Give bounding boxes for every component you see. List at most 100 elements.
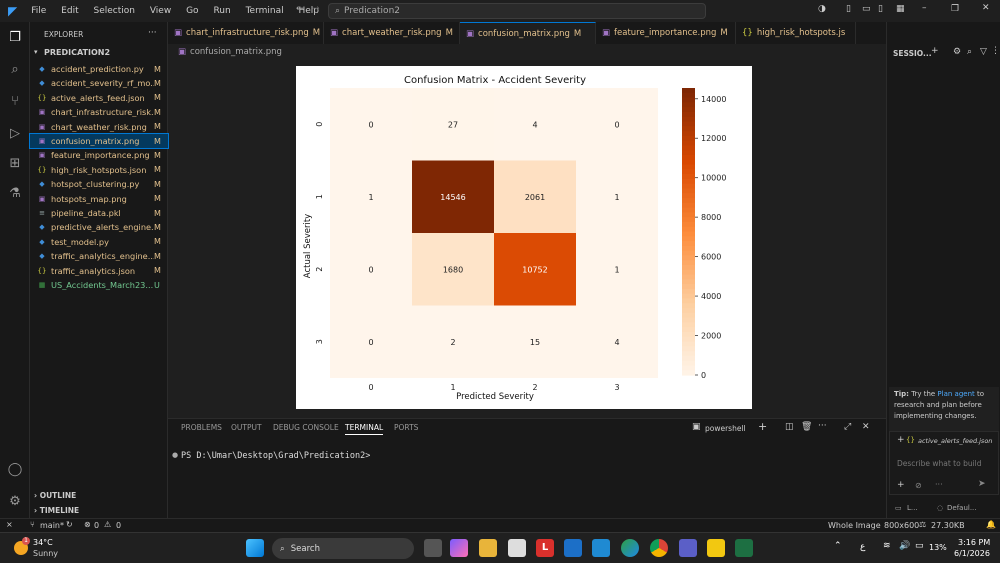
file-item[interactable]: {} traffic_analytics.json M (30, 264, 168, 278)
source-control-icon[interactable]: ⑂ (11, 94, 19, 109)
edge-icon[interactable] (621, 539, 639, 557)
error-count[interactable]: 0 (94, 521, 100, 530)
send-icon[interactable]: ➤ (978, 479, 986, 489)
customize-layout-icon[interactable]: ▦ (896, 4, 905, 14)
editor-tab[interactable]: {} high_risk_hotspots.js (736, 22, 856, 44)
run-debug-icon[interactable]: ▷ (10, 126, 20, 141)
tab-debug-console[interactable]: DEBUG CONSOLE (273, 423, 339, 432)
warning-count[interactable]: 0 (116, 521, 122, 530)
layout-secondary-icon[interactable]: ▯ (878, 4, 883, 14)
layout-panel-icon[interactable]: ▭ (862, 4, 871, 14)
tab-problems[interactable]: PROBLEMS (181, 423, 222, 432)
model-picker[interactable]: Defaul... (947, 504, 977, 512)
menu-help[interactable]: Help (298, 6, 320, 16)
file-item[interactable]: {} active_alerts_feed.json M (30, 91, 168, 105)
search-icon[interactable]: ⌕ (11, 62, 19, 77)
tab-terminal[interactable]: TERMINAL (345, 423, 384, 435)
vscode-taskbar-icon[interactable] (592, 539, 610, 557)
more-actions-icon[interactable]: ··· (148, 28, 157, 38)
layout-sidebar-icon[interactable]: ▯ (846, 4, 851, 14)
excel-icon[interactable] (735, 539, 753, 557)
editor-tab[interactable]: ▣ feature_importance.png M (596, 22, 736, 44)
more-actions-icon[interactable]: ⋮ (991, 46, 1000, 56)
timeline-section[interactable]: › TIMELINE (34, 506, 79, 515)
extensions-icon[interactable]: ⊞ (9, 156, 21, 171)
task-view-icon[interactable] (424, 539, 442, 557)
editor-tab[interactable]: ▣ chart_infrastructure_risk.png M (168, 22, 324, 44)
minimize-icon[interactable]: – (922, 3, 927, 13)
testing-icon[interactable]: ⚗ (9, 186, 21, 201)
menu-file[interactable]: File (31, 6, 47, 16)
new-chat-icon[interactable]: + (931, 46, 939, 56)
menu-edit[interactable]: Edit (61, 6, 79, 16)
filter-icon[interactable]: ▽ (980, 47, 987, 57)
add-icon[interactable]: + (897, 480, 905, 490)
search-icon[interactable]: ⌕ (967, 47, 973, 57)
tab-ports[interactable]: PORTS (394, 423, 419, 432)
file-item[interactable]: ▦ US_Accidents_March23.... U (30, 278, 168, 292)
taskbar-search[interactable]: ⌕ Search (272, 538, 414, 559)
back-arrow-icon[interactable]: ← (296, 4, 304, 14)
app-l-icon[interactable]: L (536, 539, 554, 557)
chrome-icon[interactable] (650, 539, 668, 557)
outline-section[interactable]: › OUTLINE (34, 491, 76, 500)
file-item[interactable]: ◆ accident_prediction.py M (30, 62, 168, 76)
chat-input-placeholder[interactable]: Describe what to build (897, 459, 982, 468)
close-icon[interactable]: ✕ (982, 3, 990, 13)
maximize-icon[interactable]: ❐ (951, 4, 960, 14)
file-item[interactable]: ▣ feature_importance.png M (30, 148, 168, 162)
volume-icon[interactable]: 🔊 (899, 541, 911, 551)
file-item[interactable]: ▣ hotspots_map.png M (30, 192, 168, 206)
settings-gear-icon[interactable]: ⚙ (9, 494, 21, 509)
power-bi-icon[interactable] (707, 539, 725, 557)
copilot-icon[interactable]: ◑ (818, 4, 826, 14)
chevron-down-icon[interactable]: ▾ (34, 48, 38, 56)
agent-mode[interactable]: L... (907, 504, 918, 512)
chat-input-box[interactable]: + {} active_alerts_feed.json Describe wh… (889, 431, 999, 495)
battery-icon[interactable]: ▭ (915, 541, 924, 551)
file-item[interactable]: ▣ confusion_matrix.png M (29, 133, 169, 149)
breadcrumb-file[interactable]: confusion_matrix.png (190, 47, 282, 57)
explorer-root-folder[interactable]: PREDICATION2 (44, 48, 111, 57)
chevron-up-icon[interactable]: ⌃ (834, 541, 842, 551)
tab-output[interactable]: OUTPUT (231, 423, 262, 432)
files-icon[interactable]: ❐ (9, 30, 21, 45)
copilot-app-icon[interactable] (450, 539, 468, 557)
add-context-icon[interactable]: + (897, 435, 905, 445)
remote-icon[interactable]: ⨯ (6, 520, 13, 529)
tools-icon[interactable]: ⊘ (915, 481, 922, 490)
outlook-icon[interactable] (564, 539, 582, 557)
split-terminal-icon[interactable]: ◫ (785, 422, 794, 432)
file-explorer-icon[interactable] (479, 539, 497, 557)
file-item[interactable]: ◆ predictive_alerts_engine... M (30, 220, 168, 234)
more-actions-icon[interactable]: ··· (818, 421, 827, 431)
language-indicator[interactable]: ع (860, 542, 866, 552)
editor-tab[interactable]: ▣ confusion_matrix.png M (460, 22, 596, 44)
menu-terminal[interactable]: Terminal (245, 6, 284, 16)
notifications-icon[interactable]: 🔔 (986, 520, 996, 529)
wifi-icon[interactable]: ≋ (883, 541, 891, 551)
terminal-prompt[interactable]: PS D:\Umar\Desktop\Grad\Predication2> (181, 451, 371, 461)
file-item[interactable]: ▣ chart_weather_risk.png M (30, 120, 168, 134)
close-panel-icon[interactable]: ✕ (862, 422, 870, 432)
file-item[interactable]: ◆ accident_severity_rf_mo... M (30, 76, 168, 90)
menu-go[interactable]: Go (186, 6, 199, 16)
file-item[interactable]: ◆ hotspot_clustering.py M (30, 177, 168, 191)
file-item[interactable]: ◆ traffic_analytics_engine... M (30, 249, 168, 263)
maximize-panel-icon[interactable]: ⤢ (844, 422, 852, 432)
zoom-mode[interactable]: Whole Image (828, 521, 881, 530)
shell-name[interactable]: powershell (705, 424, 746, 433)
accounts-icon[interactable]: ◯ (7, 462, 23, 477)
trash-icon[interactable]: 🗑 (801, 422, 813, 432)
sync-icon[interactable]: ↻ (66, 520, 73, 529)
new-terminal-icon[interactable]: + (758, 420, 768, 433)
clock-date[interactable]: 6/1/2026 (954, 549, 990, 558)
menu-run[interactable]: Run (213, 6, 231, 16)
attachment-chip[interactable]: active_alerts_feed.json (918, 437, 993, 445)
teams-icon[interactable] (679, 539, 697, 557)
menu-view[interactable]: View (149, 6, 172, 16)
start-icon[interactable] (246, 539, 264, 557)
clock-time[interactable]: 3:16 PM (958, 538, 991, 547)
plan-agent-link[interactable]: Plan agent (937, 390, 975, 398)
forward-arrow-icon[interactable]: → (312, 4, 320, 14)
